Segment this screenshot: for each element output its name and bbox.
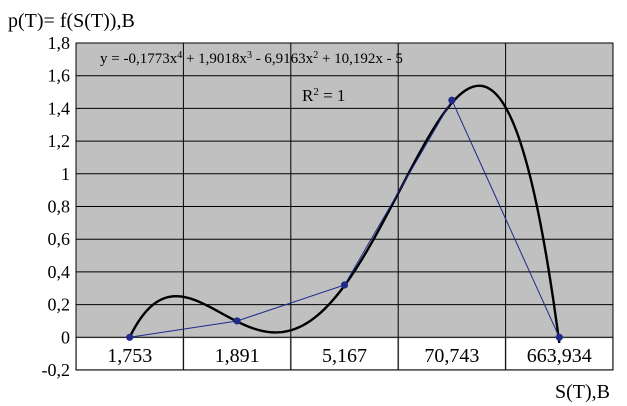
series-markers bbox=[126, 96, 563, 341]
x-axis-title: S(T),B bbox=[555, 381, 610, 403]
y-tick-label: 1,2 bbox=[48, 131, 71, 151]
data-point bbox=[126, 333, 134, 341]
trendline-equation: y = -0,1773x4 + 1,9018x3 - 6,9163x2 + 10… bbox=[100, 50, 403, 68]
category-box bbox=[399, 338, 505, 369]
y-tick-label: 0,8 bbox=[48, 197, 71, 217]
y-tick-label: 1,4 bbox=[48, 98, 71, 118]
y-tick-label: 0,2 bbox=[48, 295, 71, 315]
r-squared-label: R2 = 1 bbox=[302, 86, 345, 105]
y-tick-labels: -0,2 0 0,2 0,4 0,6 0,8 1 1,2 1,4 1,6 1,8 bbox=[42, 33, 71, 380]
x-tick-label: 663,934 bbox=[527, 345, 592, 367]
category-label-boxes bbox=[77, 338, 612, 369]
x-tick-label: 1,753 bbox=[107, 345, 152, 367]
y-axis-title: p(T)= f(S(T)),B bbox=[8, 10, 135, 32]
y-tick-label: 0,6 bbox=[48, 229, 71, 249]
x-tick-label: 1,891 bbox=[215, 345, 260, 367]
x-tick-label: 5,167 bbox=[322, 345, 367, 367]
y-tick-label: 1,6 bbox=[48, 66, 71, 86]
x-category-labels: 1,753 1,891 5,167 70,743 663,934 bbox=[107, 345, 592, 367]
y-tick-label: -0,2 bbox=[42, 360, 71, 380]
category-box bbox=[184, 338, 290, 369]
horizontal-gridlines bbox=[76, 42, 613, 371]
data-point bbox=[233, 317, 241, 325]
y-tick-label: 1,8 bbox=[48, 33, 71, 53]
data-point bbox=[555, 333, 563, 341]
category-box bbox=[77, 338, 183, 369]
x-tick-label: 70,743 bbox=[424, 345, 479, 367]
y-tick-label: 0,4 bbox=[48, 262, 71, 282]
category-box bbox=[506, 338, 612, 369]
data-point bbox=[340, 281, 349, 289]
y-tick-label: 1 bbox=[61, 164, 70, 184]
vertical-gridlines bbox=[182, 43, 507, 370]
y-tick-label: 0 bbox=[61, 327, 70, 347]
data-point bbox=[448, 96, 456, 104]
category-box bbox=[291, 338, 398, 369]
